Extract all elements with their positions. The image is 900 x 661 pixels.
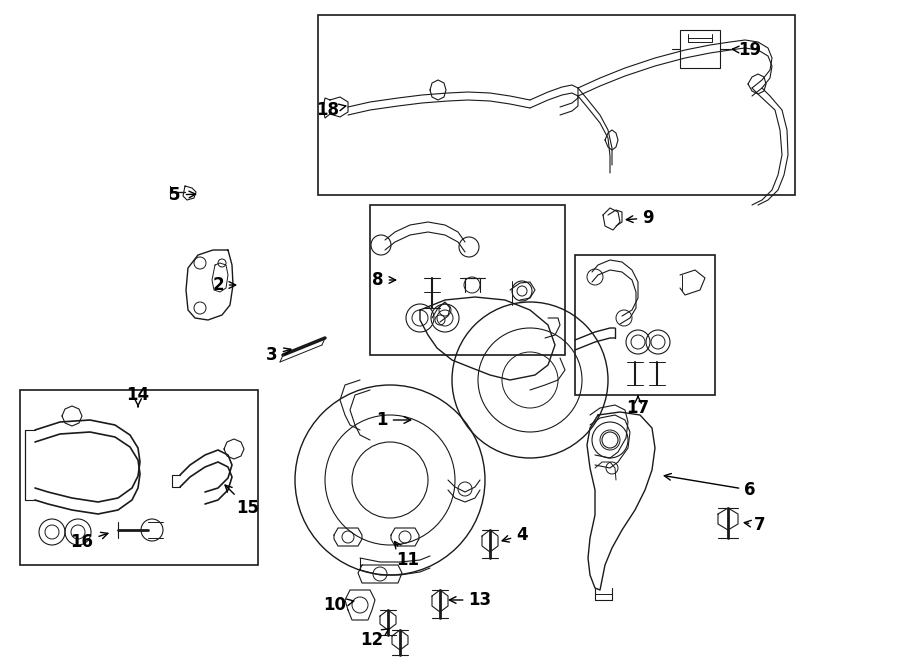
- Text: 12: 12: [360, 629, 389, 649]
- Text: 3: 3: [266, 346, 291, 364]
- Text: 14: 14: [126, 386, 149, 407]
- Text: 13: 13: [449, 591, 491, 609]
- Text: 16: 16: [70, 532, 108, 551]
- Text: 7: 7: [744, 516, 766, 534]
- Bar: [370, 205, 565, 355]
- Text: 19: 19: [733, 41, 761, 59]
- Text: 9: 9: [626, 209, 653, 227]
- Bar: [575, 255, 715, 395]
- Bar: [20, 390, 258, 565]
- Text: 18: 18: [317, 101, 346, 119]
- Text: 10: 10: [323, 596, 354, 614]
- Text: 15: 15: [225, 485, 259, 517]
- Text: 1: 1: [376, 411, 410, 429]
- Text: 6: 6: [664, 473, 756, 499]
- Text: 8: 8: [373, 271, 396, 289]
- Text: 5: 5: [169, 186, 195, 204]
- Text: 4: 4: [502, 526, 527, 544]
- Text: 11: 11: [394, 541, 419, 569]
- Bar: [680, 30, 720, 68]
- Text: 2: 2: [212, 276, 236, 294]
- Bar: [318, 15, 795, 195]
- Text: 17: 17: [626, 396, 650, 417]
